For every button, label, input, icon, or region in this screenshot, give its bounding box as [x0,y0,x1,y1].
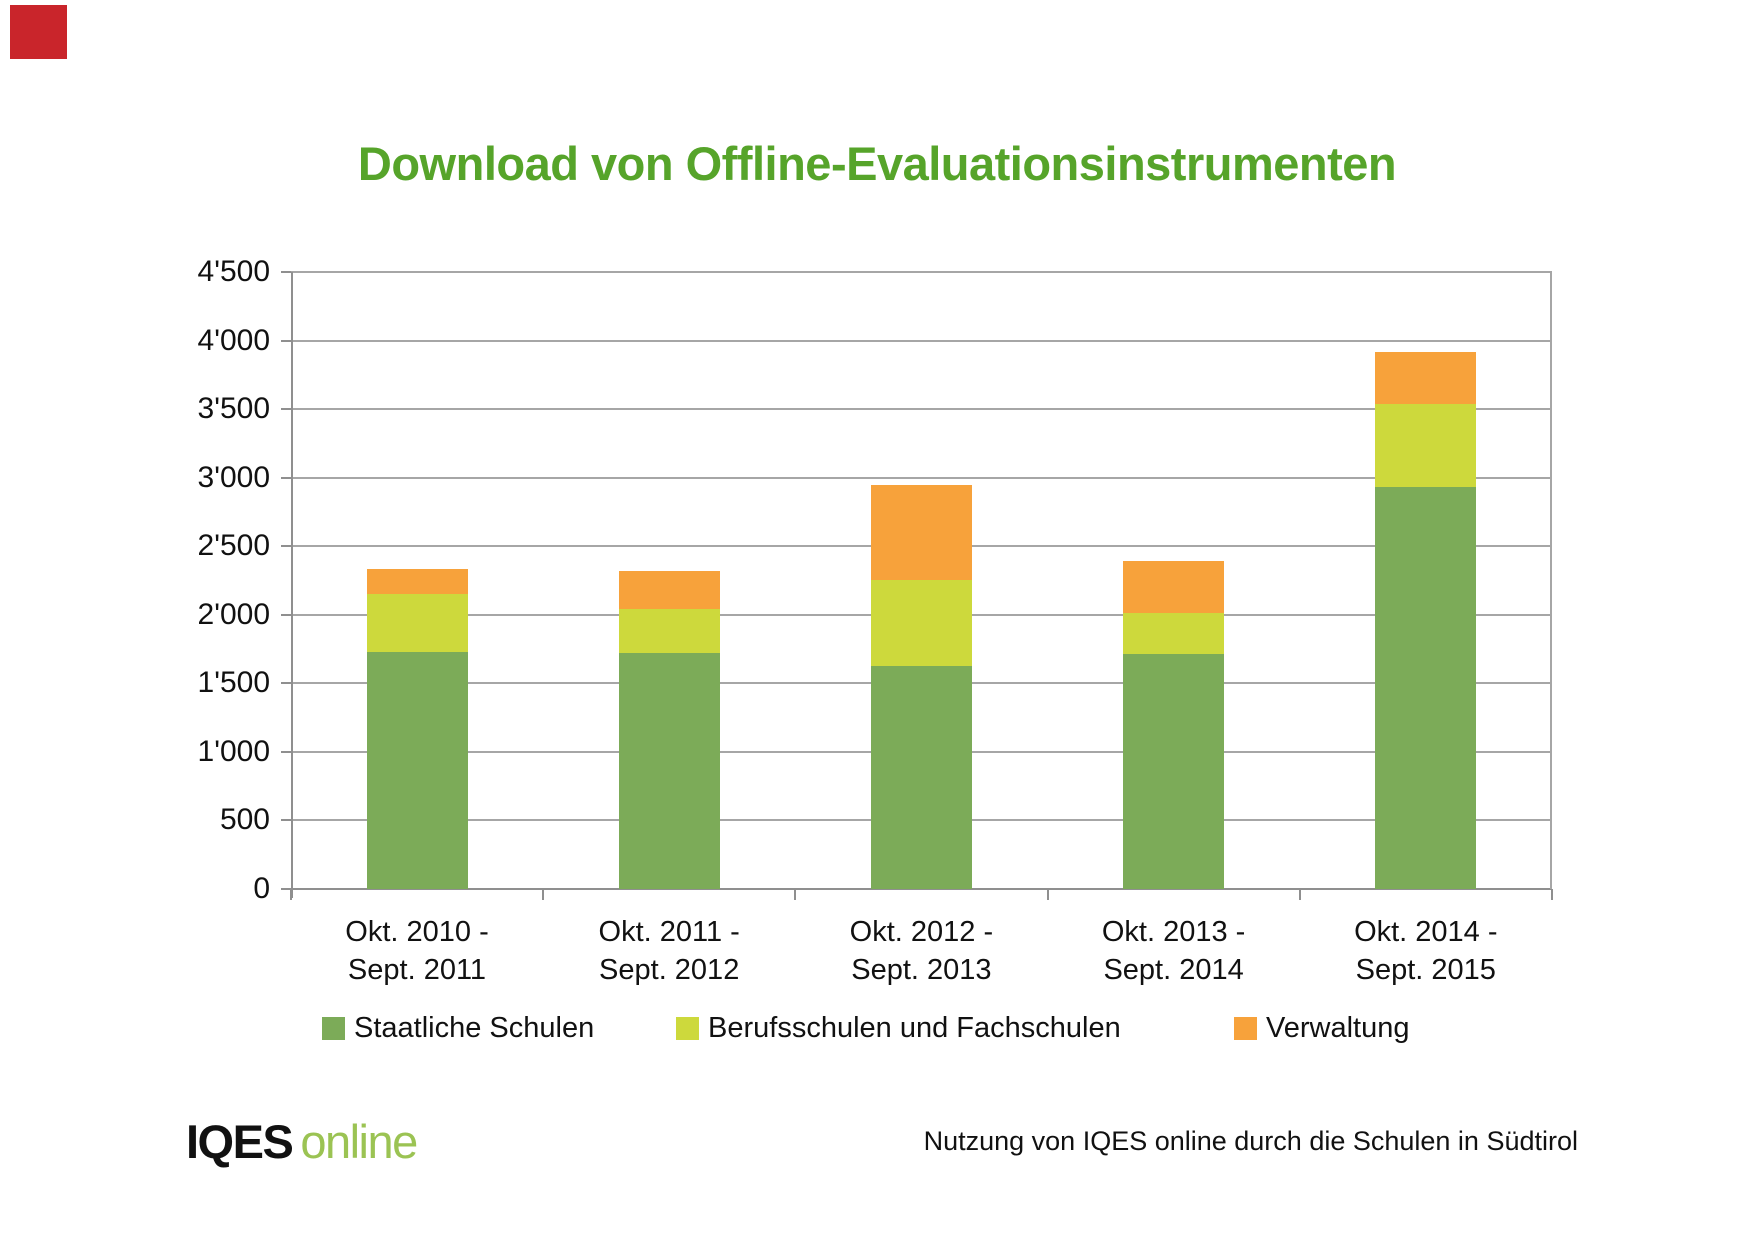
plot-right-border [1550,272,1552,889]
y-tick-3500 [281,408,291,411]
bar-2-segment-3 [618,570,720,610]
x-axis-label-3: Okt. 2012 - Sept. 2013 [795,913,1047,989]
legend-label-2: Berufsschulen und Fachschulen [708,1011,1121,1044]
y-tick-500 [281,819,291,822]
bar-4-segment-1 [1123,653,1225,889]
legend-label-3: Verwaltung [1266,1011,1410,1044]
legend-label-1: Staatliche Schulen [354,1011,595,1044]
iqes-online-logo: IQES online [186,1114,418,1169]
bar-3-segment-3 [871,484,972,580]
bar-1-segment-1 [366,652,468,889]
x-axis-label-5: Okt. 2014 - Sept. 2015 [1300,913,1552,989]
y-tick-4000 [281,339,291,342]
x-category-tick-3 [1046,889,1049,900]
y-tick-3000 [281,476,291,479]
x-category-tick-4 [1298,889,1301,900]
legend-item-2: Berufsschulen und Fachschulen [676,1010,1121,1046]
y-axis-label-2000: 2'000 [197,597,270,631]
legend-swatch-1 [322,1016,345,1040]
x-category-tick-2 [794,889,797,900]
x-label-line2: Sept. 2014 [1103,954,1244,986]
x-label-line1: Okt. 2014 - [1354,916,1498,948]
logo-iqes-text: IQES [186,1115,294,1168]
bar-2-segment-1 [618,653,720,889]
x-label-line1: Okt. 2013 - [1101,916,1246,948]
y-tick-1000 [281,750,291,753]
footer-caption: Nutzung von IQES online durch die Schule… [923,1126,1578,1156]
y-axis-label-500: 500 [219,803,270,837]
bar-3-segment-1 [871,665,972,889]
chart-title: Download von Offline-Evaluationsinstrume… [357,137,1397,190]
bar-3-segment-2 [871,579,972,666]
y-axis-label-4500: 4'500 [197,255,270,288]
y-axis-label-3500: 3'500 [197,392,270,426]
legend-swatch-3 [1234,1016,1257,1040]
gridline-3000 [291,476,1552,479]
y-axis-label-2500: 2'500 [197,529,270,563]
x-label-line2: Sept. 2011 [347,954,487,986]
x-label-line1: Okt. 2012 - [849,916,994,948]
x-label-line1: Okt. 2011 - [598,916,740,948]
legend-item-1: Staatliche Schulen [322,1010,594,1046]
bar-1-segment-3 [366,568,468,595]
red-corner-marker [10,5,67,59]
bar-1-segment-2 [366,594,468,653]
bar-5-segment-1 [1375,487,1477,889]
gridline-3500 [291,408,1552,411]
bar-5-segment-3 [1375,352,1477,405]
y-tick-0 [281,888,291,890]
x-label-line2: Sept. 2013 [851,954,992,986]
y-axis-label-3000: 3'000 [197,460,270,494]
y-tick-2000 [281,613,291,616]
y-axis-line [291,272,293,898]
y-axis-label-1000: 1'000 [197,734,270,768]
x-category-tick-5 [1551,889,1553,900]
bar-2-segment-2 [618,609,720,654]
gridline-4000 [291,339,1552,342]
bar-4-segment-2 [1123,613,1225,654]
y-tick-2500 [281,545,291,548]
bar-5-segment-2 [1375,404,1477,488]
x-axis-label-2: Okt. 2011 - Sept. 2012 [543,913,795,989]
x-axis-line [291,888,1552,890]
y-tick-4500 [281,271,291,273]
legend-item-3: Verwaltung [1234,1010,1410,1046]
x-category-tick-1 [542,889,545,900]
x-label-line2: Sept. 2015 [1355,954,1496,986]
x-axis-label-4: Okt. 2013 - Sept. 2014 [1048,913,1300,989]
y-axis-label-0: 0 [253,872,270,905]
x-label-line1: Okt. 2010 - [345,916,489,948]
y-tick-1500 [281,682,291,685]
x-category-tick-0 [290,889,292,900]
y-axis-label-1500: 1'500 [197,666,270,700]
y-axis-label-4000: 4'000 [197,323,270,357]
logo-online-text: online [300,1115,418,1168]
x-axis-label-1: Okt. 2010 - Sept. 2011 [291,913,543,989]
legend-swatch-2 [676,1016,699,1040]
bar-4-segment-3 [1123,560,1225,614]
x-label-line2: Sept. 2012 [599,954,740,986]
gridline-4500 [291,271,1552,273]
